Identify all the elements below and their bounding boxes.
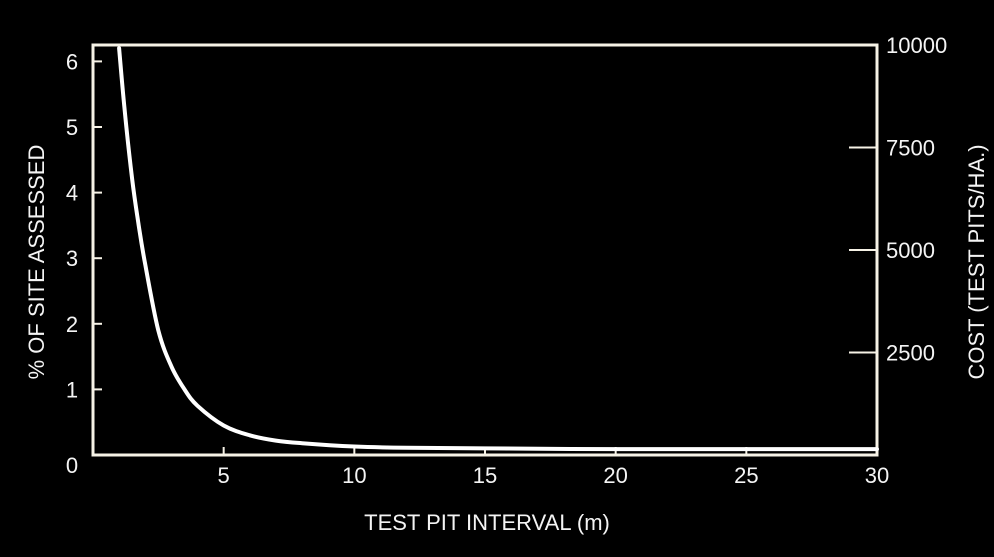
x-tick-label: 15 (473, 463, 497, 488)
y-tick-label: 2 (66, 312, 78, 337)
series-line (117, 46, 879, 452)
x-tick-label: 30 (865, 463, 889, 488)
x-tick-label: 25 (734, 463, 758, 488)
secondary-y-tick-label: 10000 (886, 33, 947, 58)
label-group: 5 10 15 20 25 30 0 1 2 3 4 5 6 2500 5000 7500 10000 (66, 33, 947, 488)
secondary-y-tick-label: 2500 (886, 341, 935, 366)
series-group (117, 46, 879, 452)
secondary-y-tick-label: 5000 (886, 238, 935, 263)
x-axis-label: TEST PIT INTERVAL (m) (364, 510, 610, 535)
y-tick-label: 1 (66, 377, 78, 402)
tick-group (93, 44, 878, 455)
y-tick-label: 5 (66, 115, 78, 140)
x-tick-label: 20 (603, 463, 627, 488)
secondary-y-tick-label: 7500 (886, 136, 935, 161)
x-tick-label: 5 (218, 463, 230, 488)
y-tick-label: 0 (66, 453, 78, 478)
y-tick-label: 6 (66, 49, 78, 74)
y-tick-label: 4 (66, 181, 78, 206)
secondary-y-axis-label: COST (TEST PITS/HA.) (964, 144, 989, 379)
x-tick-label: 10 (342, 463, 366, 488)
y-axis-label: % OF SITE ASSESSED (24, 145, 49, 380)
y-tick-label: 3 (66, 246, 78, 271)
